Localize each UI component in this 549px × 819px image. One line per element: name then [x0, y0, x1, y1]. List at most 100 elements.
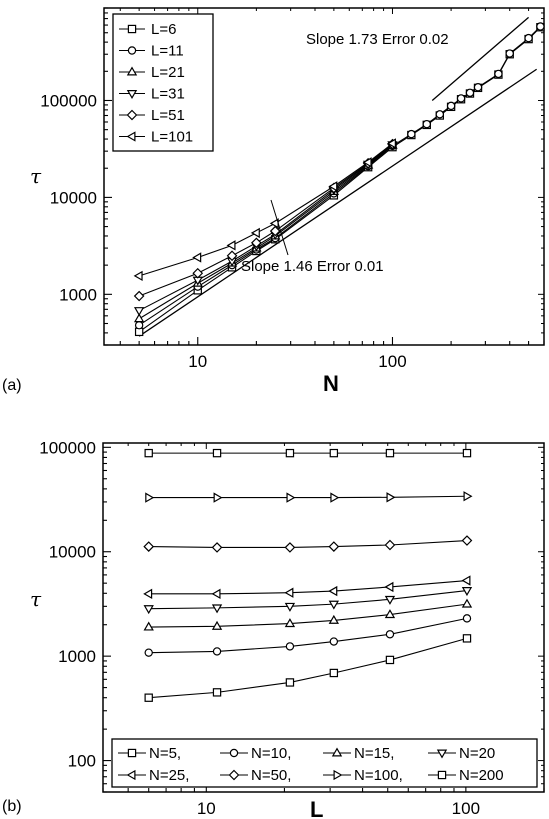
- y-tick-label: 100: [68, 752, 96, 771]
- legend-label-n-5: N=5,: [149, 745, 181, 762]
- series-l-101: [133, 138, 396, 282]
- panel-b-legend: N=5, N=10, N=15, N=20 N=25, N=50, N=100, N=200: [111, 738, 538, 788]
- legend-label-l-6: L=6: [151, 21, 176, 38]
- data-point-n-200: [385, 448, 395, 458]
- data-point-n-25: [461, 575, 471, 586]
- panel-a: 10 100 1000 10000 100000 Slope 1.73 Error 0.…: [2, 7, 545, 396]
- legend-entry-n-20: N=20: [428, 745, 495, 762]
- fit-label-slope-1-73: Slope 1.73 Error 0.02: [306, 31, 449, 48]
- data-point-l-11: [494, 69, 503, 79]
- data-point-l-11: [465, 88, 475, 98]
- legend-marker-l-101: [126, 131, 136, 142]
- panel-b-plot-frame: [102, 442, 545, 793]
- data-point-n-10: [329, 637, 339, 646]
- legend-entry-l-31: L=31: [119, 86, 185, 103]
- data-point-n-25: [211, 588, 221, 600]
- legend-label-l-31: L=31: [151, 86, 185, 103]
- legend-label-n-10: N=10,: [251, 745, 291, 762]
- data-point-n-100: [330, 492, 340, 503]
- panel-b-label: (b): [2, 798, 22, 815]
- series-line-n-100: [148, 495, 467, 499]
- legend-entry-n-100: N=100,: [323, 767, 403, 784]
- legend-marker-l-51: [126, 109, 138, 121]
- x-tick-label: 100: [378, 352, 406, 371]
- legend-entry-n-50: N=50,: [220, 767, 291, 784]
- legend-marker-n-5: [127, 748, 137, 758]
- data-point-n-100: [213, 492, 223, 503]
- panel-a-xlabel: N: [323, 371, 339, 396]
- legend-marker-l-6: [127, 24, 137, 34]
- data-point-n-15: [284, 618, 296, 628]
- data-point-l-11: [524, 33, 533, 43]
- data-point-l-31: [133, 307, 145, 317]
- series-l-21: [133, 139, 398, 323]
- data-point-n-20: [211, 604, 223, 614]
- panel-a-axis-ticks: [104, 7, 545, 346]
- legend-label-l-11: L=11: [151, 43, 184, 60]
- data-point-n-10: [462, 614, 472, 623]
- series-n-25: [143, 575, 471, 600]
- data-point-n-20: [384, 595, 396, 605]
- data-point-n-5: [329, 668, 339, 678]
- data-point-l-11: [456, 94, 466, 103]
- panel-a-label: (a): [2, 377, 22, 394]
- data-point-n-100: [386, 492, 396, 503]
- fit-label-slope-1-46: Slope 1.46 Error 0.01: [241, 258, 384, 275]
- data-point-n-5: [385, 655, 395, 665]
- data-point-n-100: [145, 492, 155, 503]
- data-point-n-25: [384, 581, 394, 593]
- series-n-200: [144, 448, 472, 458]
- legend-label-l-21: L=21: [151, 64, 185, 81]
- data-point-n-200: [285, 448, 295, 458]
- data-point-n-10: [285, 642, 295, 651]
- series-line-n-25: [148, 579, 468, 595]
- legend-marker-n-50: [228, 769, 240, 781]
- legend-label-n-25: N=25,: [149, 767, 189, 784]
- series-line-n-50: [148, 539, 468, 548]
- data-point-n-50: [461, 535, 473, 546]
- legend-marker-l-21: [126, 66, 138, 76]
- series-line-l-21: [138, 144, 393, 320]
- legend-entry-n-200: N=200: [428, 767, 504, 784]
- data-point-l-11: [446, 101, 456, 111]
- panel-b-tick-labels: 10 100 100 1000 10000 100000: [39, 438, 480, 818]
- data-point-n-25: [284, 587, 294, 598]
- data-point-n-50: [328, 541, 340, 552]
- legend-entry-l-11: L=11: [119, 43, 184, 60]
- panel-a-plot-frame: [103, 7, 545, 346]
- data-point-n-20: [284, 602, 296, 612]
- legend-marker-n-10: [229, 748, 239, 758]
- panel-a-fit-lines: [138, 16, 538, 337]
- data-point-l-101: [133, 270, 143, 282]
- data-point-n-10: [144, 648, 153, 657]
- y-tick-label: 1000: [58, 647, 96, 666]
- panel-a-legend: L=6 L=11 L=21 L=31 L=51 L=101: [112, 13, 214, 152]
- data-point-n-5: [462, 634, 472, 643]
- data-point-n-200: [329, 448, 339, 458]
- data-point-n-5: [212, 688, 222, 697]
- x-tick-label: 10: [188, 352, 207, 371]
- series-n-10: [144, 614, 472, 657]
- data-point-l-101: [226, 240, 236, 251]
- data-point-n-25: [328, 585, 338, 597]
- data-point-n-10: [385, 630, 395, 639]
- legend-label-n-20: N=20: [459, 745, 495, 762]
- fit-line-slope-1-46-error-0-01: [138, 68, 538, 337]
- data-point-l-51: [269, 225, 281, 237]
- x-tick-label: 100: [452, 799, 480, 818]
- series-line-l-31: [138, 144, 393, 312]
- y-tick-label: 10000: [50, 188, 97, 207]
- data-point-l-11: [407, 129, 416, 139]
- panel-b-axis-ticks: [102, 443, 545, 793]
- data-point-n-15: [143, 621, 154, 631]
- data-point-n-100: [286, 492, 296, 503]
- panel-a-ylabel: τ: [30, 164, 42, 188]
- data-point-n-25: [143, 588, 153, 600]
- data-point-n-15: [384, 609, 396, 619]
- panel-b-ylabel: τ: [30, 587, 42, 611]
- series-line-l-101: [138, 143, 393, 277]
- legend-entry-l-51: L=51: [119, 107, 185, 124]
- legend-entry-l-21: L=21: [119, 64, 185, 81]
